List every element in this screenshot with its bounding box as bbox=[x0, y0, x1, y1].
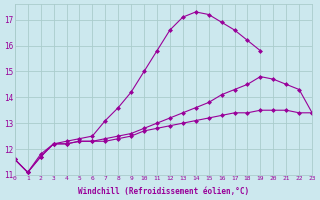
X-axis label: Windchill (Refroidissement éolien,°C): Windchill (Refroidissement éolien,°C) bbox=[78, 187, 249, 196]
